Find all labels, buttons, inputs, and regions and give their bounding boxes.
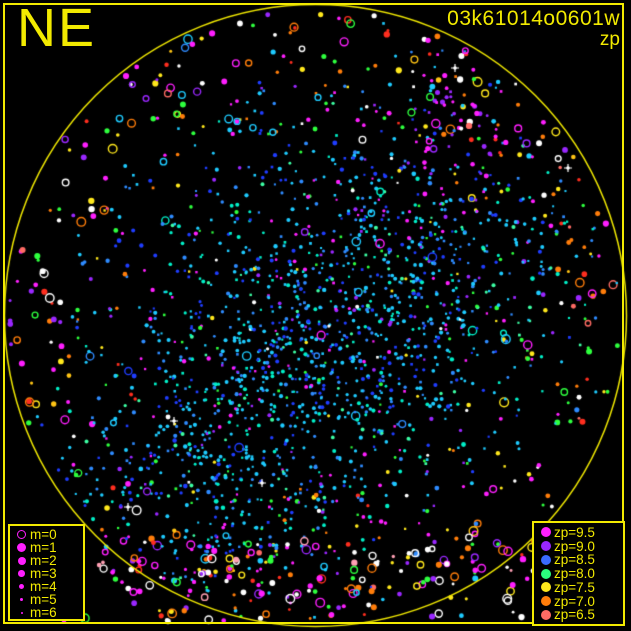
dot-cell — [13, 584, 30, 589]
dot-cell — [13, 543, 30, 552]
legend-magnitude: m=0 m=1 m=2 m=3 m=4 m=5 m=6 — [8, 524, 85, 621]
zp-dot-6-5 — [540, 609, 551, 620]
legend-label: zp=8.5 — [554, 552, 595, 568]
dot-cell — [13, 611, 30, 614]
legend-row-m3: m=3 — [13, 566, 80, 581]
zp-dot-8-5 — [540, 554, 551, 565]
legend-label: zp=9.0 — [554, 538, 595, 554]
zp-dot-9-5 — [540, 527, 551, 538]
legend-row-m0: m=0 — [13, 527, 80, 542]
title-block: 03k61014o0601w zp — [447, 8, 620, 49]
legend-label: zp=7.0 — [554, 593, 595, 609]
legend-label: m=2 — [30, 553, 57, 568]
legend-label: zp=7.5 — [554, 579, 595, 595]
title-zp-label: zp — [599, 29, 620, 50]
legend-label: m=6 — [30, 605, 57, 620]
legend-label: m=0 — [30, 527, 57, 542]
legend-label: m=4 — [30, 579, 57, 594]
dot-cell — [13, 556, 30, 565]
legend-label: zp=9.5 — [554, 524, 595, 540]
legend-row-m4: m=4 — [13, 579, 80, 594]
dot-cell — [537, 568, 554, 579]
zp-dot-9-0 — [540, 541, 551, 551]
legend-row-zp3: zp=8.0 — [537, 566, 620, 581]
magnitude-dot-m5 — [19, 597, 24, 602]
legend-row-zp4: zp=7.5 — [537, 579, 620, 595]
legend-label: zp=8.0 — [554, 566, 595, 581]
dot-cell — [537, 527, 554, 538]
dot-cell — [537, 609, 554, 620]
dot-cell — [13, 530, 30, 539]
zp-dot-7-0 — [540, 596, 551, 606]
legend-label: m=1 — [30, 540, 57, 555]
legend-row-zp1: zp=9.0 — [537, 538, 620, 554]
magnitude-dot-m0 — [17, 530, 26, 539]
legend-zeropoint: zp=9.5 zp=9.0 zp=8.5 zp=8.0 zp=7.5 zp=7.… — [532, 521, 625, 626]
legend-row-m6: m=6 — [13, 605, 80, 620]
legend-label: m=5 — [30, 592, 57, 607]
dot-cell — [537, 582, 554, 593]
magnitude-dot-m2 — [17, 556, 26, 565]
magnitude-dot-m4 — [19, 584, 24, 589]
legend-row-m5: m=5 — [13, 592, 80, 607]
legend-label: zp=6.5 — [554, 607, 595, 623]
legend-row-zp2: zp=8.5 — [537, 552, 620, 568]
dot-cell — [537, 541, 554, 551]
legend-row-zp0: zp=9.5 — [537, 524, 620, 540]
dot-cell — [13, 570, 30, 577]
legend-row-zp5: zp=7.0 — [537, 593, 620, 609]
dot-cell — [13, 597, 30, 602]
legend-label: m=3 — [30, 566, 57, 581]
magnitude-dot-m6 — [20, 611, 23, 614]
page-title: 03k61014o0601w — [447, 7, 620, 30]
magnitude-dot-m3 — [18, 570, 25, 577]
legend-row-m2: m=2 — [13, 553, 80, 568]
zp-dot-7-5 — [540, 582, 551, 593]
legend-row-m1: m=1 — [13, 540, 80, 555]
legend-row-zp6: zp=6.5 — [537, 607, 620, 623]
corner-label: NE — [17, 0, 97, 58]
dot-cell — [537, 554, 554, 565]
dot-cell — [537, 596, 554, 606]
magnitude-dot-m1 — [17, 543, 26, 552]
zp-dot-8-0 — [540, 568, 551, 579]
